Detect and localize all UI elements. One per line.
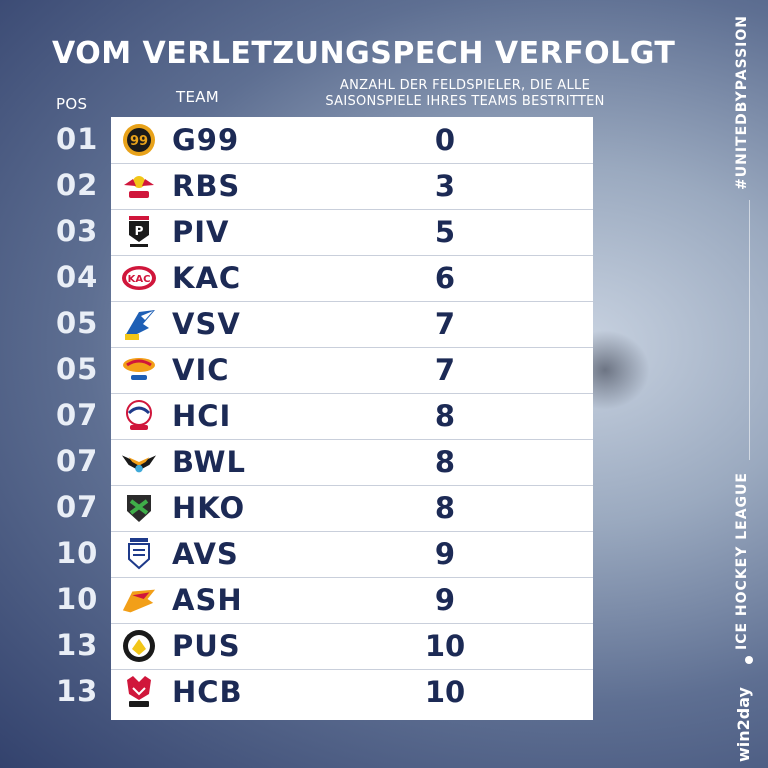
row-divider — [111, 393, 593, 394]
row-pos: 04 — [56, 260, 99, 294]
row-team: HCB — [172, 675, 243, 709]
avs-logo-icon — [121, 536, 157, 572]
bwl-logo-icon — [121, 444, 157, 480]
table-row: 07 HKO 8 — [0, 486, 768, 530]
row-count: 9 — [434, 583, 456, 617]
row-count: 6 — [434, 261, 456, 295]
hcb-logo-icon — [121, 674, 157, 710]
row-pos: 07 — [56, 490, 99, 524]
row-divider — [111, 485, 593, 486]
row-team: VIC — [172, 353, 230, 387]
row-team: HCI — [172, 399, 232, 433]
row-team: KAC — [172, 261, 242, 295]
row-divider — [111, 669, 593, 670]
row-divider — [111, 255, 593, 256]
row-count: 9 — [434, 537, 456, 571]
ranking-table — [111, 117, 593, 720]
row-count: 5 — [434, 215, 456, 249]
row-count: 7 — [434, 307, 456, 341]
row-divider — [111, 347, 593, 348]
page-title: VOM VERLETZUNGSPECH VERFOLGT — [52, 36, 676, 71]
header-count: ANZAHL DER FELDSPIELER, DIE ALLE SAISONS… — [290, 78, 640, 110]
row-team: RBS — [172, 169, 241, 203]
svg-text:P: P — [135, 224, 144, 238]
row-divider — [111, 163, 593, 164]
table-row: 03 P PIV 5 — [0, 210, 768, 254]
svg-text:99: 99 — [130, 134, 148, 149]
row-count: 3 — [434, 169, 456, 203]
table-row: 10 ASH 9 — [0, 578, 768, 622]
row-count: 10 — [424, 629, 466, 663]
ash-logo-icon — [121, 582, 157, 618]
row-count: 10 — [424, 675, 466, 709]
rbs-logo-icon — [121, 168, 157, 204]
row-divider — [111, 577, 593, 578]
table-row: 05 VIC 7 — [0, 348, 768, 392]
row-count: 8 — [434, 445, 456, 479]
row-pos: 13 — [56, 674, 99, 708]
header-count-line1: ANZAHL DER FELDSPIELER, DIE ALLE — [339, 78, 591, 93]
hashtag-text: #UNITEDBYPASSION — [734, 15, 750, 190]
row-team: ASH — [172, 583, 243, 617]
sponsor-logo: win2day — [734, 687, 753, 762]
row-team: AVS — [172, 537, 239, 571]
table-row: 13 PUS 10 — [0, 624, 768, 668]
row-pos: 13 — [56, 628, 99, 662]
row-team: BWL — [172, 445, 246, 479]
row-divider — [111, 209, 593, 210]
table-row: 07 BWL 8 — [0, 440, 768, 484]
row-pos: 02 — [56, 168, 99, 202]
row-pos: 10 — [56, 582, 99, 616]
g99-logo-icon: 99 — [121, 122, 157, 158]
sidebar-divider — [749, 200, 750, 460]
row-count: 8 — [434, 399, 456, 433]
header-team: TEAM — [176, 88, 220, 106]
row-divider — [111, 531, 593, 532]
row-pos: 10 — [56, 536, 99, 570]
league-logo-icon — [745, 656, 753, 664]
table-row: 05 VSV 7 — [0, 302, 768, 346]
table-row: 13 HCB 10 — [0, 670, 768, 714]
table-row: 02 RBS 3 — [0, 164, 768, 208]
kac-logo-icon: KAC — [121, 260, 157, 296]
row-count: 7 — [434, 353, 456, 387]
header-pos: POS — [56, 95, 88, 113]
table-row: 01 99 G99 0 — [0, 118, 768, 162]
row-count: 8 — [434, 491, 456, 525]
row-team: PIV — [172, 215, 230, 249]
row-team: VSV — [172, 307, 241, 341]
row-team: G99 — [172, 123, 240, 157]
hci-logo-icon — [121, 398, 157, 434]
league-name: ICE HOCKEY LEAGUE — [734, 472, 750, 650]
row-team: HKO — [172, 491, 246, 525]
header-count-line2: SAISONSPIELE IHRES TEAMS BESTRITTEN — [325, 94, 605, 109]
table-row: 10 AVS 9 — [0, 532, 768, 576]
svg-text:KAC: KAC — [128, 274, 151, 285]
row-divider — [111, 301, 593, 302]
vsv-logo-icon — [121, 306, 157, 342]
table-row: 07 HCI 8 — [0, 394, 768, 438]
row-divider — [111, 439, 593, 440]
piv-logo-icon: P — [121, 214, 157, 250]
row-team: PUS — [172, 629, 241, 663]
row-pos: 07 — [56, 444, 99, 478]
row-pos: 01 — [56, 122, 99, 156]
vic-logo-icon — [121, 352, 157, 388]
row-pos: 05 — [56, 306, 99, 340]
row-count: 0 — [434, 123, 456, 157]
hko-logo-icon — [121, 490, 157, 526]
row-divider — [111, 623, 593, 624]
row-pos: 05 — [56, 352, 99, 386]
table-row: 04 KAC KAC 6 — [0, 256, 768, 300]
pus-logo-icon — [121, 628, 157, 664]
row-pos: 03 — [56, 214, 99, 248]
row-pos: 07 — [56, 398, 99, 432]
